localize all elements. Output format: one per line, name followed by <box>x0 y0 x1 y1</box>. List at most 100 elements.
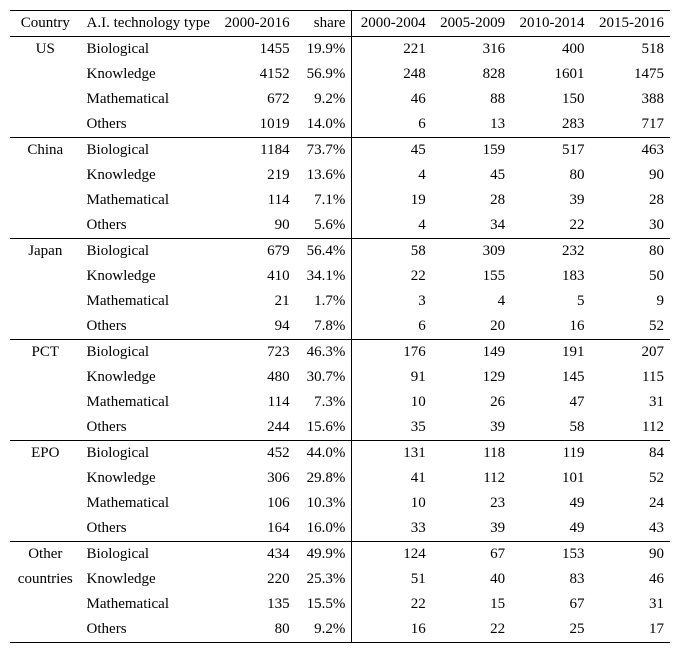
p3-cell: 22 <box>511 213 590 239</box>
type-cell: Biological <box>81 542 218 568</box>
share-cell: 16.0% <box>296 516 352 542</box>
total-cell: 434 <box>217 542 295 568</box>
type-cell: Knowledge <box>81 62 218 87</box>
p1-cell: 3 <box>352 289 432 314</box>
p1-cell: 46 <box>352 87 432 112</box>
type-cell: Knowledge <box>81 264 218 289</box>
p4-cell: 43 <box>591 516 670 542</box>
total-cell: 4152 <box>217 62 295 87</box>
p1-cell: 41 <box>352 466 432 491</box>
p1-cell: 22 <box>352 592 432 617</box>
col-p1: 2000-2004 <box>352 11 432 37</box>
p4-cell: 112 <box>591 415 670 441</box>
p1-cell: 248 <box>352 62 432 87</box>
col-p2: 2005-2009 <box>432 11 511 37</box>
p2-cell: 149 <box>432 340 511 366</box>
type-cell: Others <box>81 213 218 239</box>
share-cell: 9.2% <box>296 617 352 643</box>
country-cell <box>10 264 81 289</box>
country-cell <box>10 617 81 643</box>
total-cell: 94 <box>217 314 295 340</box>
share-cell: 29.8% <box>296 466 352 491</box>
type-cell: Biological <box>81 138 218 164</box>
country-cell <box>10 314 81 340</box>
p3-cell: 16 <box>511 314 590 340</box>
total-cell: 244 <box>217 415 295 441</box>
total-cell: 679 <box>217 239 295 265</box>
p2-cell: 316 <box>432 37 511 63</box>
table-row: EPOBiological45244.0%13111811984 <box>10 441 670 467</box>
p2-cell: 88 <box>432 87 511 112</box>
table-row: OtherBiological43449.9%1246715390 <box>10 542 670 568</box>
p2-cell: 39 <box>432 516 511 542</box>
total-cell: 21 <box>217 289 295 314</box>
p3-cell: 5 <box>511 289 590 314</box>
p4-cell: 115 <box>591 365 670 390</box>
table-row: Mathematical1147.1%19283928 <box>10 188 670 213</box>
table-row: Others905.6%4342230 <box>10 213 670 239</box>
p3-cell: 150 <box>511 87 590 112</box>
p4-cell: 84 <box>591 441 670 467</box>
col-share: share <box>296 11 352 37</box>
col-country: Country <box>10 11 81 37</box>
total-cell: 723 <box>217 340 295 366</box>
total-cell: 306 <box>217 466 295 491</box>
p3-cell: 517 <box>511 138 590 164</box>
table-row: Mathematical211.7%3459 <box>10 289 670 314</box>
p1-cell: 124 <box>352 542 432 568</box>
p1-cell: 176 <box>352 340 432 366</box>
table-row: Mathematical6729.2%4688150388 <box>10 87 670 112</box>
table-row: USBiological145519.9%221316400518 <box>10 37 670 63</box>
table-header-row: Country A.I. technology type 2000-2016 s… <box>10 11 670 37</box>
table-row: countriesKnowledge22025.3%51408346 <box>10 567 670 592</box>
p1-cell: 22 <box>352 264 432 289</box>
total-cell: 114 <box>217 390 295 415</box>
p3-cell: 283 <box>511 112 590 138</box>
p4-cell: 463 <box>591 138 670 164</box>
p1-cell: 33 <box>352 516 432 542</box>
p2-cell: 34 <box>432 213 511 239</box>
type-cell: Biological <box>81 239 218 265</box>
country-cell: PCT <box>10 340 81 366</box>
p3-cell: 83 <box>511 567 590 592</box>
p2-cell: 20 <box>432 314 511 340</box>
total-cell: 480 <box>217 365 295 390</box>
p3-cell: 101 <box>511 466 590 491</box>
p3-cell: 58 <box>511 415 590 441</box>
type-cell: Others <box>81 516 218 542</box>
total-cell: 452 <box>217 441 295 467</box>
table-row: Others947.8%6201652 <box>10 314 670 340</box>
share-cell: 13.6% <box>296 163 352 188</box>
type-cell: Mathematical <box>81 592 218 617</box>
p4-cell: 31 <box>591 592 670 617</box>
country-cell <box>10 516 81 542</box>
type-cell: Biological <box>81 340 218 366</box>
country-cell <box>10 466 81 491</box>
country-cell <box>10 289 81 314</box>
type-cell: Biological <box>81 37 218 63</box>
country-cell <box>10 163 81 188</box>
share-cell: 49.9% <box>296 542 352 568</box>
share-cell: 34.1% <box>296 264 352 289</box>
share-cell: 7.3% <box>296 390 352 415</box>
p4-cell: 28 <box>591 188 670 213</box>
p1-cell: 221 <box>352 37 432 63</box>
p3-cell: 25 <box>511 617 590 643</box>
type-cell: Others <box>81 314 218 340</box>
share-cell: 9.2% <box>296 87 352 112</box>
p4-cell: 52 <box>591 466 670 491</box>
type-cell: Knowledge <box>81 163 218 188</box>
country-cell: China <box>10 138 81 164</box>
p3-cell: 49 <box>511 491 590 516</box>
total-cell: 164 <box>217 516 295 542</box>
share-cell: 44.0% <box>296 441 352 467</box>
table-row: Knowledge30629.8%4111210152 <box>10 466 670 491</box>
p1-cell: 58 <box>352 239 432 265</box>
p3-cell: 47 <box>511 390 590 415</box>
p4-cell: 388 <box>591 87 670 112</box>
p2-cell: 112 <box>432 466 511 491</box>
table-row: Mathematical10610.3%10234924 <box>10 491 670 516</box>
table-row: Knowledge48030.7%91129145115 <box>10 365 670 390</box>
country-cell <box>10 390 81 415</box>
table-row: Others101914.0%613283717 <box>10 112 670 138</box>
